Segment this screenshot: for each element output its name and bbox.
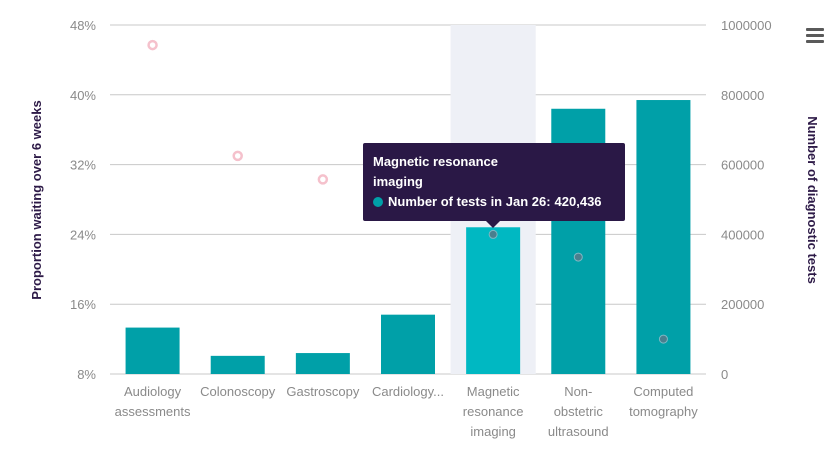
right-tick-label: 0 <box>721 367 728 382</box>
category-label: obstetric <box>554 404 604 419</box>
left-tick-label: 16% <box>70 297 96 312</box>
bar <box>210 355 265 374</box>
tooltip-value: 420,436 <box>554 194 602 209</box>
left-axis-ticks: 48% 40% 32% 24% 16% 8% <box>70 18 96 382</box>
scatter-point <box>488 229 498 239</box>
tooltip-series-label: Number of tests in Jan 26: <box>388 194 551 209</box>
category-label: resonance <box>463 404 524 419</box>
scatter-point <box>658 334 668 344</box>
category-label: Cardiology... <box>372 384 444 399</box>
category-label: Non- <box>564 384 592 399</box>
bar <box>125 327 180 374</box>
category-label: Computed <box>633 384 693 399</box>
tooltip: Magnetic resonance imaging Number of tes… <box>363 143 625 221</box>
category-label: Audiology <box>124 384 182 399</box>
category-label: tomography <box>629 404 698 419</box>
bars <box>125 100 691 374</box>
tooltip-arrow <box>486 221 500 228</box>
tooltip-title: Magnetic resonance imaging <box>373 154 498 189</box>
bar <box>466 227 521 374</box>
right-axis-ticks: 1000000 800000 600000 400000 200000 0 <box>721 18 772 382</box>
scatter-point <box>573 252 583 262</box>
right-tick-label: 1000000 <box>721 18 772 33</box>
category-label: Colonoscopy <box>200 384 276 399</box>
right-tick-label: 400000 <box>721 227 764 242</box>
left-tick-label: 32% <box>70 158 96 173</box>
right-tick-label: 200000 <box>721 297 764 312</box>
left-axis-title: Proportion waiting over 6 weeks <box>29 100 44 299</box>
tooltip-row: Number of tests in Jan 26: 420,436 <box>373 192 615 212</box>
category-label: ultrasound <box>548 424 609 439</box>
category-label: imaging <box>470 424 516 439</box>
bar <box>381 314 435 374</box>
left-tick-label: 40% <box>70 88 96 103</box>
series-dot-icon <box>373 197 383 207</box>
left-tick-label: 24% <box>70 227 96 242</box>
scatter-point <box>317 174 329 185</box>
bar <box>636 100 691 374</box>
markers <box>147 39 668 344</box>
scatter-point <box>147 39 158 51</box>
right-tick-label: 600000 <box>721 158 764 173</box>
category-labels: Audiology assessments Colonoscopy Gastrosco… <box>115 384 699 439</box>
category-label: Magnetic <box>467 384 520 399</box>
left-tick-label: 8% <box>77 367 96 382</box>
bar <box>295 353 350 374</box>
left-tick-label: 48% <box>70 18 96 33</box>
menu-icon[interactable] <box>806 28 824 44</box>
category-label: assessments <box>115 404 191 419</box>
right-tick-label: 800000 <box>721 88 764 103</box>
scatter-point <box>232 150 243 162</box>
right-axis-title: Number of diagnostic tests <box>805 116 820 284</box>
category-label: Gastroscopy <box>286 384 359 399</box>
